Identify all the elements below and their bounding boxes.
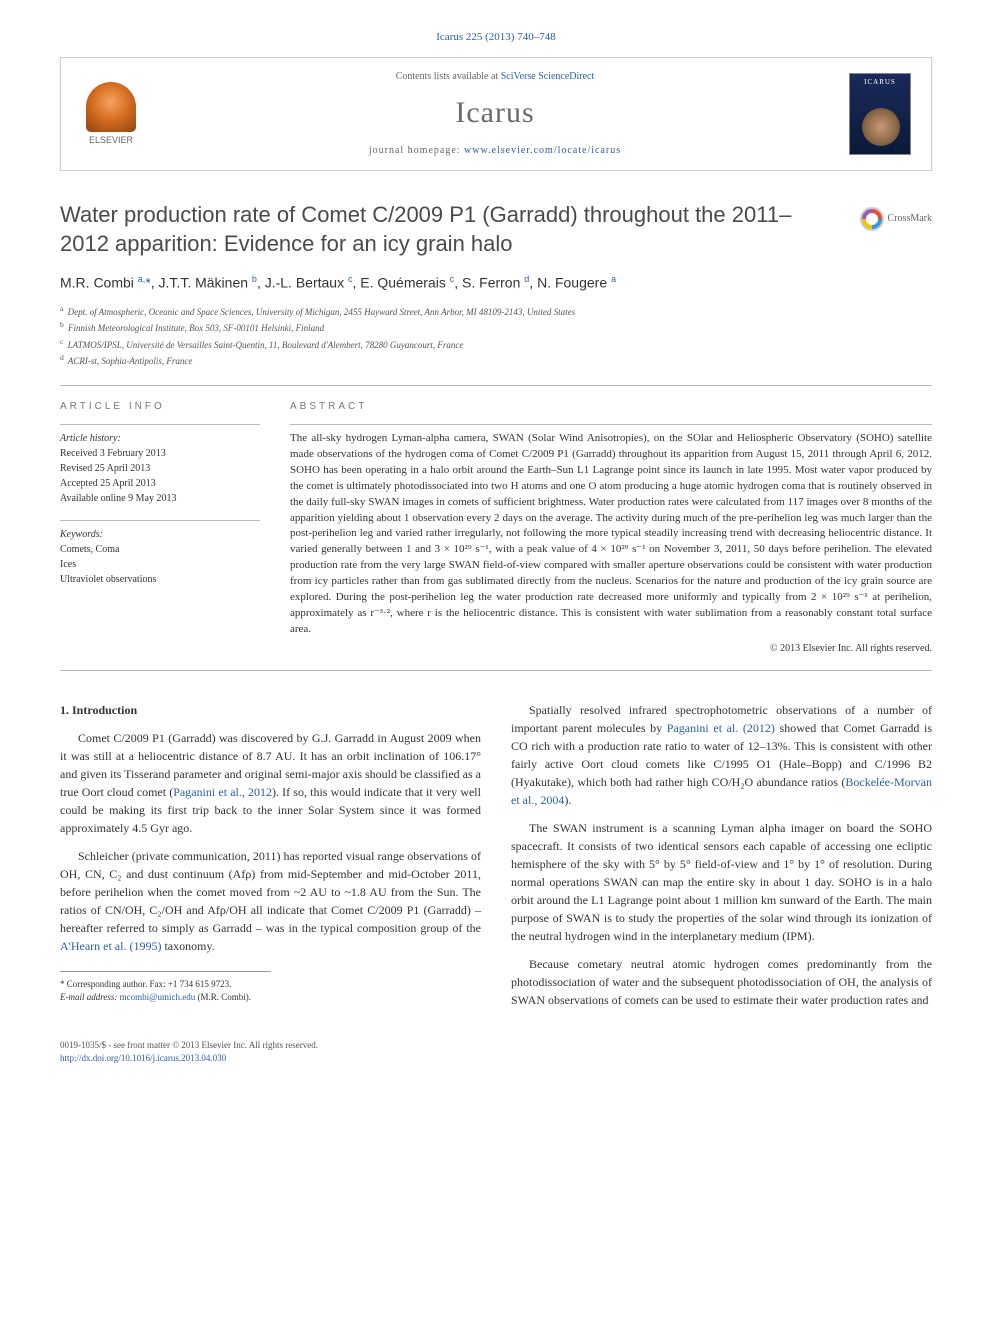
corresponding-author-footnote: * Corresponding author. Fax: +1 734 615 … — [60, 978, 481, 1003]
journal-header: ELSEVIER Contents lists available at Sci… — [60, 57, 932, 171]
crossmark-icon — [860, 207, 884, 231]
right-column: Spatially resolved infrared spectrophoto… — [511, 701, 932, 1019]
history-line: Available online 9 May 2013 — [60, 491, 260, 506]
journal-name: Icarus — [141, 92, 849, 134]
article-title: Water production rate of Comet C/2009 P1… — [60, 201, 932, 258]
keyword-line: Ultraviolet observations — [60, 572, 260, 587]
homepage-line: journal homepage: www.elsevier.com/locat… — [141, 144, 849, 158]
body-columns: 1. Introduction Comet C/2009 P1 (Garradd… — [60, 701, 932, 1019]
history-line: Revised 25 April 2013 — [60, 461, 260, 476]
page-footer: 0019-1035/$ - see front matter © 2013 El… — [60, 1039, 932, 1064]
abstract-heading: ABSTRACT — [290, 400, 932, 414]
section-heading: 1. Introduction — [60, 701, 481, 719]
divider — [60, 385, 932, 386]
corr-email-who: (M.R. Combi). — [197, 992, 251, 1002]
affiliation-line: c LATMOS/IPSL, Université de Versailles … — [60, 336, 932, 353]
body-paragraph: The SWAN instrument is a scanning Lyman … — [511, 819, 932, 945]
journal-cover-thumbnail — [849, 73, 911, 155]
keyword-line: Comets, Coma — [60, 542, 260, 557]
body-paragraph: Schleicher (private communication, 2011)… — [60, 847, 481, 955]
body-paragraph: Comet C/2009 P1 (Garradd) was discovered… — [60, 729, 481, 837]
keywords-label: Keywords: — [60, 527, 260, 542]
elsevier-tree-icon — [86, 82, 136, 132]
abstract-column: ABSTRACT The all-sky hydrogen Lyman-alph… — [290, 400, 932, 656]
contents-line: Contents lists available at SciVerse Sci… — [141, 70, 849, 84]
crossmark-label: CrossMark — [888, 212, 932, 226]
body-paragraph: Spatially resolved infrared spectrophoto… — [511, 701, 932, 809]
contents-prefix: Contents lists available at — [396, 71, 501, 82]
crossmark-badge[interactable]: CrossMark — [860, 207, 932, 231]
left-column: 1. Introduction Comet C/2009 P1 (Garradd… — [60, 701, 481, 1019]
article-history-block: Article history: Received 3 February 201… — [60, 424, 260, 506]
homepage-link[interactable]: www.elsevier.com/locate/icarus — [464, 145, 621, 156]
publisher-name: ELSEVIER — [89, 134, 133, 147]
abstract-text: The all-sky hydrogen Lyman-alpha camera,… — [290, 424, 932, 638]
history-line: Received 3 February 2013 — [60, 446, 260, 461]
homepage-prefix: journal homepage: — [369, 145, 464, 156]
history-line: Accepted 25 April 2013 — [60, 476, 260, 491]
doi-link[interactable]: http://dx.doi.org/10.1016/j.icarus.2013.… — [60, 1053, 226, 1063]
corr-email-link[interactable]: mcombi@umich.edu — [120, 992, 196, 1002]
corr-author-line: * Corresponding author. Fax: +1 734 615 … — [60, 978, 481, 991]
keyword-line: Ices — [60, 557, 260, 572]
email-label: E-mail address: — [60, 992, 117, 1002]
footnote-separator — [60, 971, 271, 972]
article-info-heading: ARTICLE INFO — [60, 400, 260, 414]
top-citation: Icarus 225 (2013) 740–748 — [60, 30, 932, 45]
authors-line: M.R. Combi a,*, J.T.T. Mäkinen b, J.-L. … — [60, 273, 932, 293]
abstract-copyright: © 2013 Elsevier Inc. All rights reserved… — [290, 642, 932, 656]
body-paragraph: Because cometary neutral atomic hydrogen… — [511, 955, 932, 1009]
affiliation-line: b Finnish Meteorological Institute, Box … — [60, 319, 932, 336]
history-label: Article history: — [60, 431, 260, 446]
sciencedirect-link[interactable]: SciVerse ScienceDirect — [501, 71, 595, 82]
article-info-column: ARTICLE INFO Article history: Received 3… — [60, 400, 260, 656]
affiliation-line: d ACRI-st, Sophia-Antipolis, France — [60, 352, 932, 369]
divider — [60, 670, 932, 671]
elsevier-logo: ELSEVIER — [81, 79, 141, 149]
affiliations: a Dept. of Atmospheric, Oceanic and Spac… — [60, 303, 932, 369]
keywords-block: Keywords: Comets, ComaIcesUltraviolet ob… — [60, 520, 260, 587]
issn-line: 0019-1035/$ - see front matter © 2013 El… — [60, 1039, 932, 1052]
affiliation-line: a Dept. of Atmospheric, Oceanic and Spac… — [60, 303, 932, 320]
